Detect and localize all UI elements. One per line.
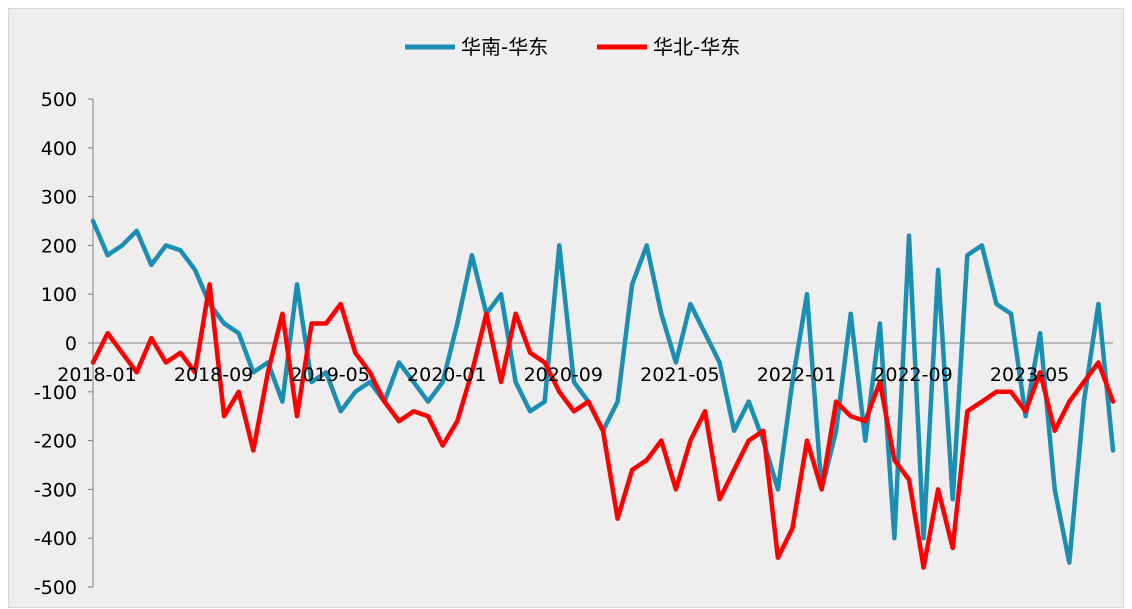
x-tick-label: 2019-05 — [290, 364, 369, 386]
x-tick-label: 2023-05 — [990, 364, 1069, 386]
legend-label-series-2: 华北-华东 — [653, 35, 740, 59]
series-line-1 — [90, 218, 1116, 565]
x-tick-label: 2020-09 — [524, 364, 603, 386]
y-tick-label: 400 — [41, 138, 77, 160]
line-chart: 华南-华东 华北-华东 500 400 300 200 100 0 -100 -200 -300… — [34, 35, 1116, 599]
x-tick-label: 2021-05 — [640, 364, 719, 386]
y-tick-label: -200 — [34, 431, 77, 453]
y-tick-label: 100 — [41, 284, 77, 306]
y-tick-label: -500 — [34, 577, 77, 599]
y-tick-label: -100 — [34, 382, 77, 404]
series-line-2 — [90, 282, 1116, 570]
x-tick-label: 2022-01 — [757, 364, 836, 386]
x-axis-labels: 2018-01 2018-09 2019-05 2020-01 2020-09 2021-… — [57, 364, 1069, 386]
y-tick-label: 200 — [41, 235, 77, 257]
y-tick-label: 500 — [41, 89, 77, 111]
legend-label-series-1: 华南-华东 — [461, 35, 548, 59]
y-tick-label: -400 — [34, 528, 77, 550]
axes: 500 400 300 200 100 0 -100 -200 -300 -400 -500 — [34, 89, 1113, 599]
x-tick-label: 2022-09 — [873, 364, 952, 386]
series-layer — [90, 218, 1116, 570]
x-tick-label: 2018-01 — [57, 364, 136, 386]
y-tick-label: 0 — [65, 333, 77, 355]
y-tick-label: 300 — [41, 187, 77, 209]
y-tick-label: -300 — [34, 479, 77, 501]
legend: 华南-华东 华北-华东 — [405, 35, 740, 59]
chart-frame: 华南-华东 华北-华东 500 400 300 200 100 0 -100 -200 -300… — [8, 8, 1124, 608]
x-tick-label: 2020-01 — [407, 364, 486, 386]
x-tick-label: 2018-09 — [174, 364, 253, 386]
